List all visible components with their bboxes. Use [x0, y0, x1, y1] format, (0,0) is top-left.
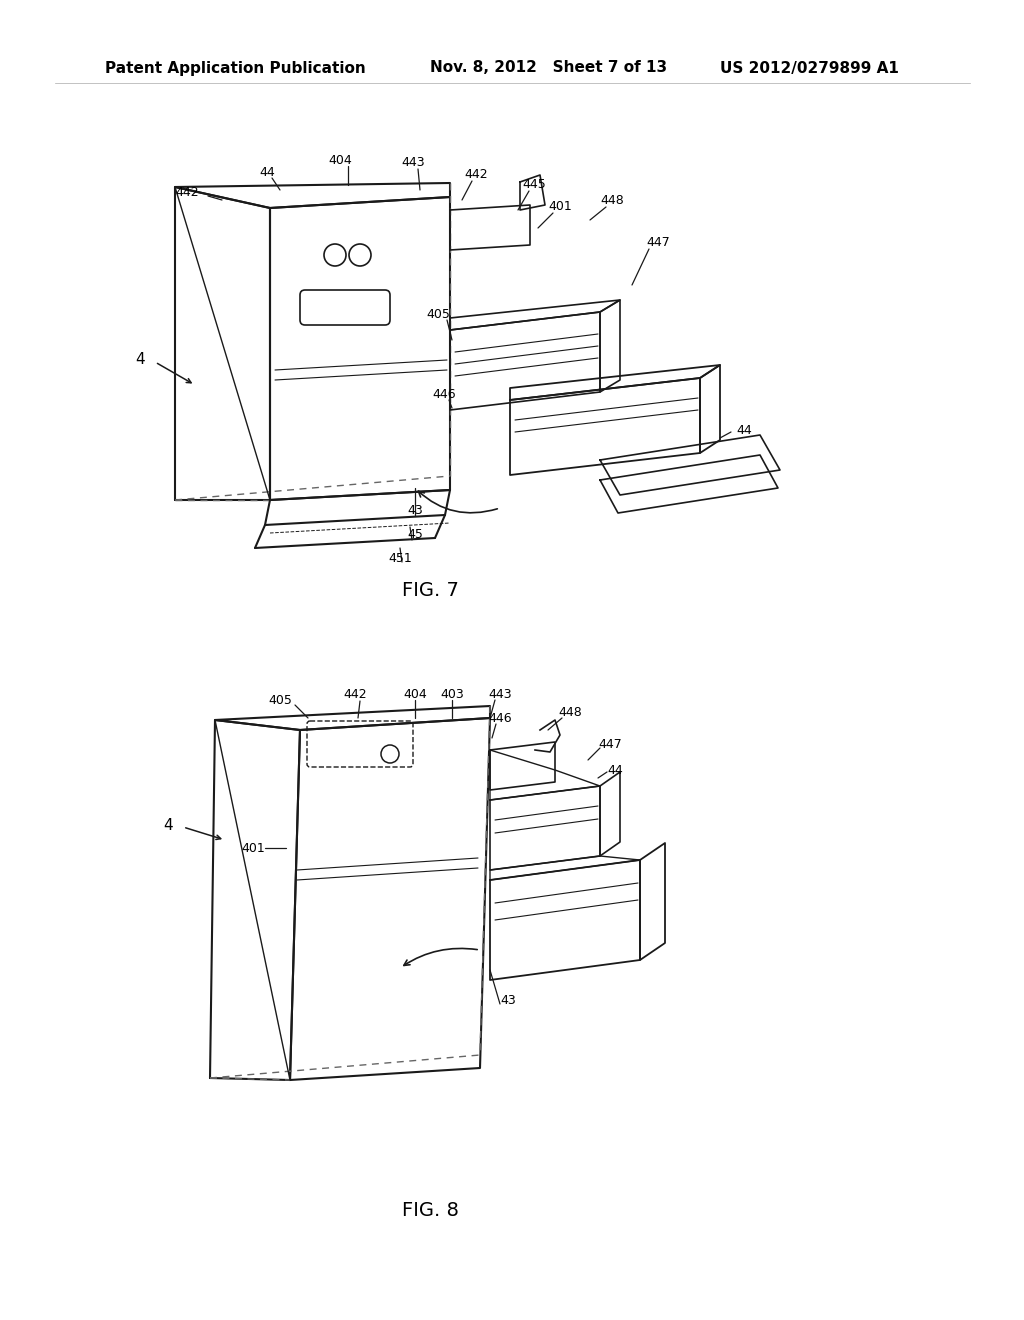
Text: FIG. 8: FIG. 8	[401, 1200, 459, 1220]
Text: 4: 4	[163, 817, 173, 833]
FancyBboxPatch shape	[307, 721, 413, 767]
Text: 43: 43	[500, 994, 516, 1006]
Text: 45: 45	[408, 528, 423, 541]
Text: 43: 43	[408, 503, 423, 516]
Text: 448: 448	[558, 705, 582, 718]
Text: 442: 442	[343, 689, 367, 701]
Text: 44: 44	[607, 763, 623, 776]
Text: 44: 44	[259, 166, 274, 180]
Text: 445: 445	[522, 178, 546, 191]
Text: 446: 446	[488, 711, 512, 725]
Text: 404: 404	[328, 153, 352, 166]
Text: 443: 443	[488, 688, 512, 701]
Text: 405: 405	[426, 309, 450, 322]
Text: 442: 442	[175, 186, 199, 198]
Text: 403: 403	[440, 688, 464, 701]
Text: Nov. 8, 2012   Sheet 7 of 13: Nov. 8, 2012 Sheet 7 of 13	[430, 61, 667, 75]
Text: 447: 447	[646, 236, 670, 249]
Text: Patent Application Publication: Patent Application Publication	[105, 61, 366, 75]
Text: 404: 404	[403, 688, 427, 701]
Text: 448: 448	[600, 194, 624, 206]
Text: US 2012/0279899 A1: US 2012/0279899 A1	[720, 61, 899, 75]
Text: 451: 451	[388, 552, 412, 565]
Text: 401: 401	[548, 201, 571, 214]
Text: 442: 442	[464, 169, 487, 181]
Text: 44: 44	[736, 424, 752, 437]
Text: 401: 401	[241, 842, 265, 854]
Text: 447: 447	[598, 738, 622, 751]
FancyBboxPatch shape	[300, 290, 390, 325]
Text: FIG. 7: FIG. 7	[401, 581, 459, 599]
Text: 4: 4	[135, 352, 144, 367]
Text: 443: 443	[401, 157, 425, 169]
Text: 446: 446	[432, 388, 456, 401]
Text: 405: 405	[268, 693, 292, 706]
